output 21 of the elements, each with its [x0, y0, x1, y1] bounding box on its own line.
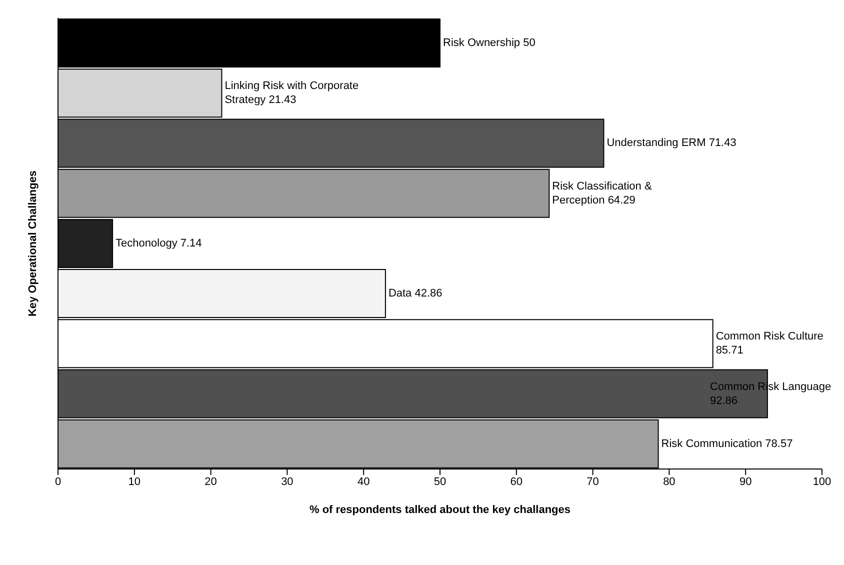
data-label: Techonology 7.14 — [116, 237, 202, 250]
data-label: Risk Communication 78.57 — [661, 438, 793, 450]
y-axis-title: Key Operational Challanges — [26, 170, 39, 317]
x-tick-label: 0 — [54, 476, 62, 488]
x-tick-label: 40 — [357, 476, 370, 488]
x-tick-label: 90 — [739, 476, 752, 488]
data-label: Linking Risk with Corporate Strategy 21.43 — [224, 80, 359, 106]
data-label: Risk Classification & Perception 64.29 — [552, 180, 652, 206]
x-tick-label: 30 — [281, 476, 294, 488]
x-tick-label: 20 — [204, 476, 217, 488]
x-tick-label: 10 — [128, 476, 141, 488]
data-label: Data 42.86 — [388, 288, 442, 300]
x-tick-label: 70 — [586, 476, 599, 488]
x-tick-label: 60 — [510, 476, 523, 488]
data-label: Risk Ownership 50 — [443, 37, 536, 49]
data-label: Common Risk Culture 85.71 — [716, 330, 824, 357]
x-tick-label: 50 — [434, 476, 446, 488]
x-tick-label: 100 — [812, 476, 832, 488]
x-axis-title: % of respondents talked about the key challanges — [309, 504, 571, 516]
data-label: Understanding ERM 71.43 — [606, 137, 736, 150]
x-tick-label: 80 — [663, 476, 676, 488]
